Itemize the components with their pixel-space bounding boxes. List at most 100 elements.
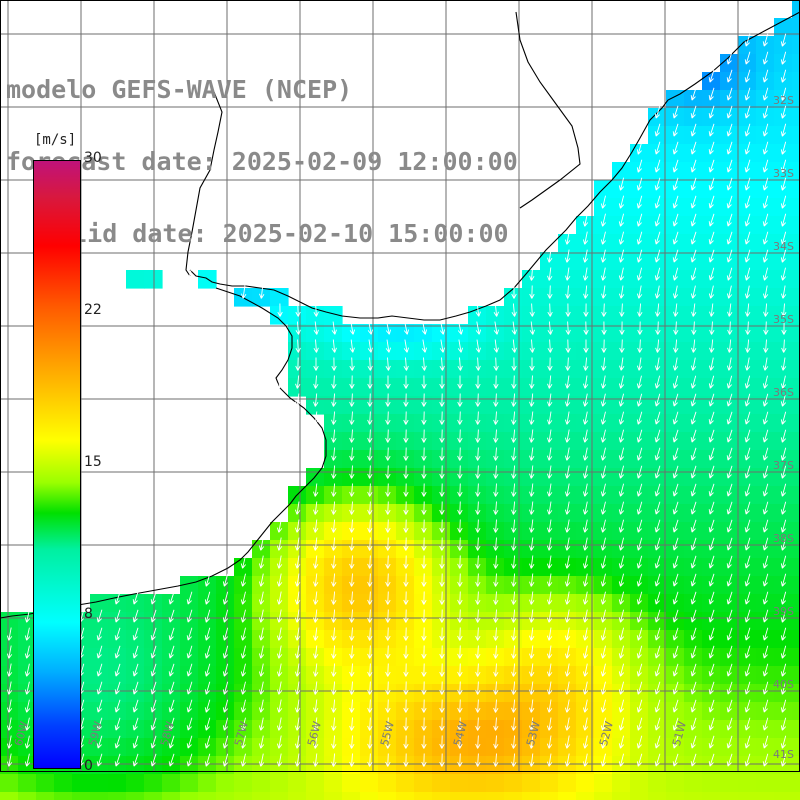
wind-arrow-icon: [618, 393, 625, 407]
wind-arrow-icon: [708, 195, 715, 209]
map-title: modelo GEFS-WAVE (NCEP) forecast date: 2…: [6, 30, 518, 294]
wind-arrow-icon: [294, 573, 301, 587]
wind-arrow-icon: [493, 555, 499, 569]
wind-arrow-icon: [114, 591, 121, 605]
wind-arrow-icon: [186, 699, 193, 713]
wind-arrow-icon: [276, 753, 283, 767]
wind-arrow-icon: [511, 339, 517, 353]
wind-arrow-icon: [96, 609, 103, 623]
wind-arrow-icon: [457, 501, 463, 515]
wind-arrow-icon: [475, 627, 481, 641]
wind-arrow-icon: [349, 501, 355, 515]
wind-arrow-icon: [529, 627, 535, 641]
wind-arrow-icon: [403, 627, 409, 641]
wind-arrow-icon: [403, 537, 409, 551]
wave-cell: [684, 792, 703, 800]
wind-arrow-icon: [493, 537, 499, 551]
wave-cell: [792, 756, 800, 775]
wind-arrow-icon: [780, 501, 787, 515]
wind-arrow-icon: [222, 663, 229, 677]
wind-arrow-icon: [313, 699, 319, 713]
wind-arrow-icon: [475, 393, 481, 407]
wind-arrow-icon: [744, 357, 751, 371]
wind-arrow-icon: [600, 267, 607, 281]
wind-arrow-icon: [511, 537, 517, 551]
wind-arrow-icon: [780, 285, 787, 299]
wind-arrow-icon: [708, 753, 715, 767]
wind-arrow-icon: [313, 483, 319, 497]
wind-arrow-icon: [457, 519, 463, 533]
wind-arrow-icon: [582, 591, 589, 605]
wind-arrow-icon: [457, 555, 463, 569]
legend-tick-0: 0: [84, 758, 93, 774]
wind-arrow-icon: [547, 411, 553, 425]
wind-arrow-icon: [313, 339, 319, 353]
wind-arrow-icon: [240, 681, 247, 695]
wind-arrow-icon: [24, 609, 31, 623]
wind-arrow-icon: [636, 447, 643, 461]
wave-cell: [702, 792, 721, 800]
wind-arrow-icon: [708, 411, 715, 425]
wind-arrow-icon: [708, 681, 715, 695]
wind-arrow-icon: [367, 357, 373, 371]
wind-arrow-icon: [618, 717, 625, 731]
wave-cell: [216, 774, 235, 793]
wind-arrow-icon: [564, 591, 571, 605]
wind-arrow-icon: [511, 465, 517, 479]
wind-arrow-icon: [529, 465, 535, 479]
wind-arrow-icon: [619, 321, 625, 335]
wave-cell: [792, 612, 800, 631]
wind-arrow-icon: [690, 555, 697, 569]
wave-cell: [792, 54, 800, 73]
wind-arrow-icon: [385, 645, 391, 659]
wind-arrow-icon: [672, 717, 679, 731]
wind-arrow-icon: [240, 609, 247, 623]
wind-arrow-icon: [493, 483, 499, 497]
wind-arrow-icon: [564, 609, 571, 623]
wind-arrow-icon: [349, 411, 355, 425]
wave-cell: [270, 792, 289, 800]
wind-arrow-icon: [708, 537, 715, 551]
wind-arrow-icon: [726, 249, 733, 263]
wind-arrow-icon: [636, 555, 643, 569]
wind-arrow-icon: [672, 753, 679, 767]
wind-arrow-icon: [421, 411, 427, 425]
wind-arrow-icon: [636, 141, 643, 155]
wave-cell: [90, 594, 109, 613]
wind-arrow-icon: [367, 663, 373, 677]
wind-arrow-icon: [654, 627, 661, 641]
wind-arrow-icon: [600, 699, 607, 713]
wind-arrow-icon: [529, 573, 535, 587]
wind-arrow-icon: [331, 573, 337, 587]
wind-arrow-icon: [457, 573, 463, 587]
wind-arrow-icon: [582, 537, 589, 551]
wind-arrow-icon: [618, 447, 625, 461]
lat-label: 35S: [773, 313, 794, 326]
wave-cell: [414, 342, 433, 361]
wind-arrow-icon: [529, 267, 535, 281]
wind-arrow-icon: [367, 645, 373, 659]
wave-cell: [450, 342, 469, 361]
wind-arrow-icon: [565, 267, 571, 281]
wave-cell: [90, 792, 109, 800]
wind-arrow-icon: [672, 627, 679, 641]
wind-arrow-icon: [727, 303, 733, 317]
wind-arrow-icon: [618, 429, 625, 443]
wind-arrow-icon: [294, 501, 301, 515]
wind-arrow-icon: [636, 627, 643, 641]
coastline-argentina: [0, 287, 327, 619]
wind-arrow-icon: [403, 519, 409, 533]
wind-arrow-icon: [546, 429, 553, 443]
wind-arrow-icon: [457, 609, 463, 623]
wind-arrow-icon: [529, 591, 535, 605]
wind-arrow-icon: [726, 573, 733, 587]
wind-arrow-icon: [313, 501, 319, 515]
wind-arrow-icon: [331, 591, 337, 605]
wind-arrow-icon: [618, 591, 625, 605]
wind-arrow-icon: [672, 285, 679, 299]
wind-arrow-icon: [672, 555, 679, 569]
wind-arrow-icon: [708, 609, 715, 623]
wind-arrow-icon: [475, 501, 481, 515]
wind-arrow-icon: [547, 303, 553, 317]
